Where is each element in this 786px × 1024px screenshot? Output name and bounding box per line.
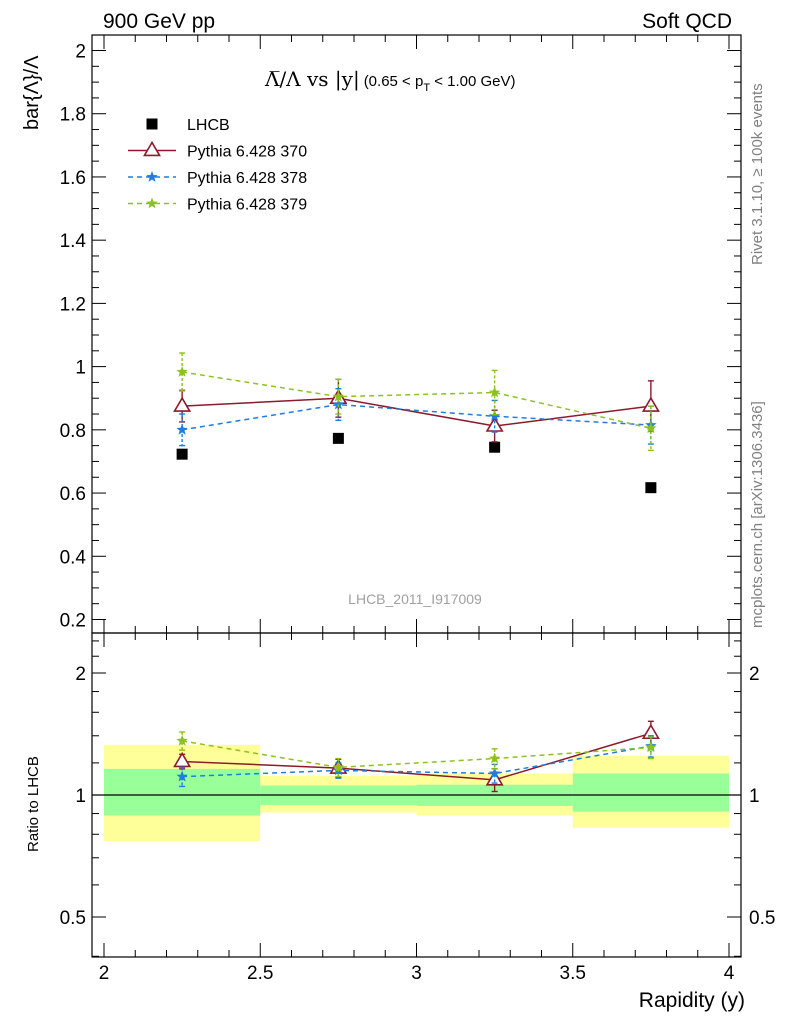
title-formula: Λ̅/Λ vs |y| [264, 67, 360, 92]
data-point [332, 390, 345, 402]
data-point [176, 448, 188, 460]
ratio-data-point [332, 761, 345, 773]
x-axis-label: Rapidity (y) [639, 989, 745, 1012]
x-tick-label: 3 [411, 963, 422, 984]
legend-label: Pythia 6.428 379 [187, 197, 307, 214]
ratio-ytick-label-right: 1 [749, 786, 760, 807]
legend-label: LHCB [187, 117, 230, 134]
x-tick-label: 2 [99, 963, 110, 984]
ratio-ytick-label-right: 0.5 [749, 908, 775, 929]
legend-marker [143, 140, 161, 157]
main-ytick-label: 1.8 [60, 105, 86, 126]
ratio-ytick-label-left: 1 [75, 786, 86, 807]
analysis-id: LHCB_2011_I917009 [348, 591, 482, 607]
x-tick-label: 3.5 [560, 963, 586, 984]
title-range: (0.65 < p [364, 73, 424, 90]
header-right: Soft QCD [642, 10, 732, 33]
data-point [176, 366, 188, 377]
data-point [332, 398, 345, 410]
ratio-data-point [645, 741, 657, 753]
legend-entry: Pythia 6.428 379 [128, 197, 307, 214]
data-point [176, 423, 188, 435]
data-point [641, 396, 660, 412]
title-range-sub: T [423, 82, 430, 94]
ratio-series-line [182, 732, 652, 781]
header-left: 900 GeV pp [103, 10, 215, 33]
main-ytick-label: 1.4 [60, 231, 87, 252]
series-pythia-6-428-378 [176, 388, 657, 447]
title-range-end: < 1.00 GeV) [430, 73, 515, 90]
legend-marker [146, 197, 158, 209]
data-point [645, 422, 657, 434]
ratio-data-point [176, 770, 188, 782]
legend-marker [146, 118, 158, 130]
ratio-data-point [485, 770, 504, 786]
ratio-series-line [181, 740, 651, 769]
main-ytick-label: 1.2 [60, 294, 86, 315]
ratio-panel: 0.5 0.5 1 1 2 2 2 2.5 3 3.5 4 [60, 632, 775, 984]
x-tick-label: 2.5 [247, 963, 273, 984]
ratio-series-pythia-6-428-379 [176, 731, 657, 778]
mcplots-label: mcplots.cern.ch [arXiv:1306.3436] [749, 401, 766, 628]
data-point [332, 432, 344, 444]
main-ytick-label: 2 [75, 42, 86, 63]
series-line [182, 403, 651, 431]
legend-entry: Pythia 6.428 378 [128, 170, 307, 187]
main-ytick-label: 0.2 [60, 611, 86, 632]
data-point [488, 410, 501, 422]
legend-marker [146, 171, 158, 182]
ratio-ytick-label-left: 0.5 [60, 908, 86, 929]
main-ylabel: bar{Λ}/Λ [21, 55, 43, 130]
series-lhcb [176, 432, 657, 494]
main-ytick-label: 0.4 [60, 547, 87, 568]
data-point [489, 441, 501, 453]
main-ytick-label: 1.6 [60, 168, 86, 189]
main-ytick-label: 0.8 [60, 421, 86, 442]
main-ytick-label: 0.6 [60, 484, 86, 505]
main-ytick-label: 1 [75, 358, 86, 379]
ratio-ylabel: Ratio to LHCB [25, 756, 42, 852]
ratio-data-point [176, 734, 188, 746]
ratio-ytick-label-left: 2 [75, 664, 86, 685]
series-pythia-6-428-379 [176, 352, 657, 452]
data-point [645, 482, 657, 494]
ratio-data-point [173, 751, 192, 768]
ratio-data-point [488, 752, 501, 764]
data-point [488, 386, 501, 398]
rivet-label: Rivet 3.1.10, ≥ 100k events [749, 83, 766, 265]
uncertainty-band-inner [572, 773, 729, 812]
legend-label: Pythia 6.428 378 [187, 170, 307, 187]
main-panel: 0.2 0.4 0.6 0.8 1 1.2 1.4 1.6 1.8 2 [60, 34, 742, 634]
series-line [182, 371, 652, 429]
ratio-ytick-label-right: 2 [749, 664, 760, 685]
legend-entry: LHCB [146, 117, 230, 134]
legend: LHCB Pythia 6.428 370 Pythia 6.428 378 Pyth… [128, 117, 307, 214]
x-tick-label: 4 [724, 963, 735, 984]
ratio-data-point [488, 767, 501, 779]
legend-label: Pythia 6.428 370 [187, 144, 307, 161]
data-point [173, 396, 192, 412]
legend-entry: Pythia 6.428 370 [128, 140, 307, 161]
main-title: Λ̅/Λ vs |y| (0.65 < pT < 1.00 GeV) [264, 67, 516, 94]
series-line [182, 397, 651, 427]
ratio-series-line [182, 745, 652, 778]
